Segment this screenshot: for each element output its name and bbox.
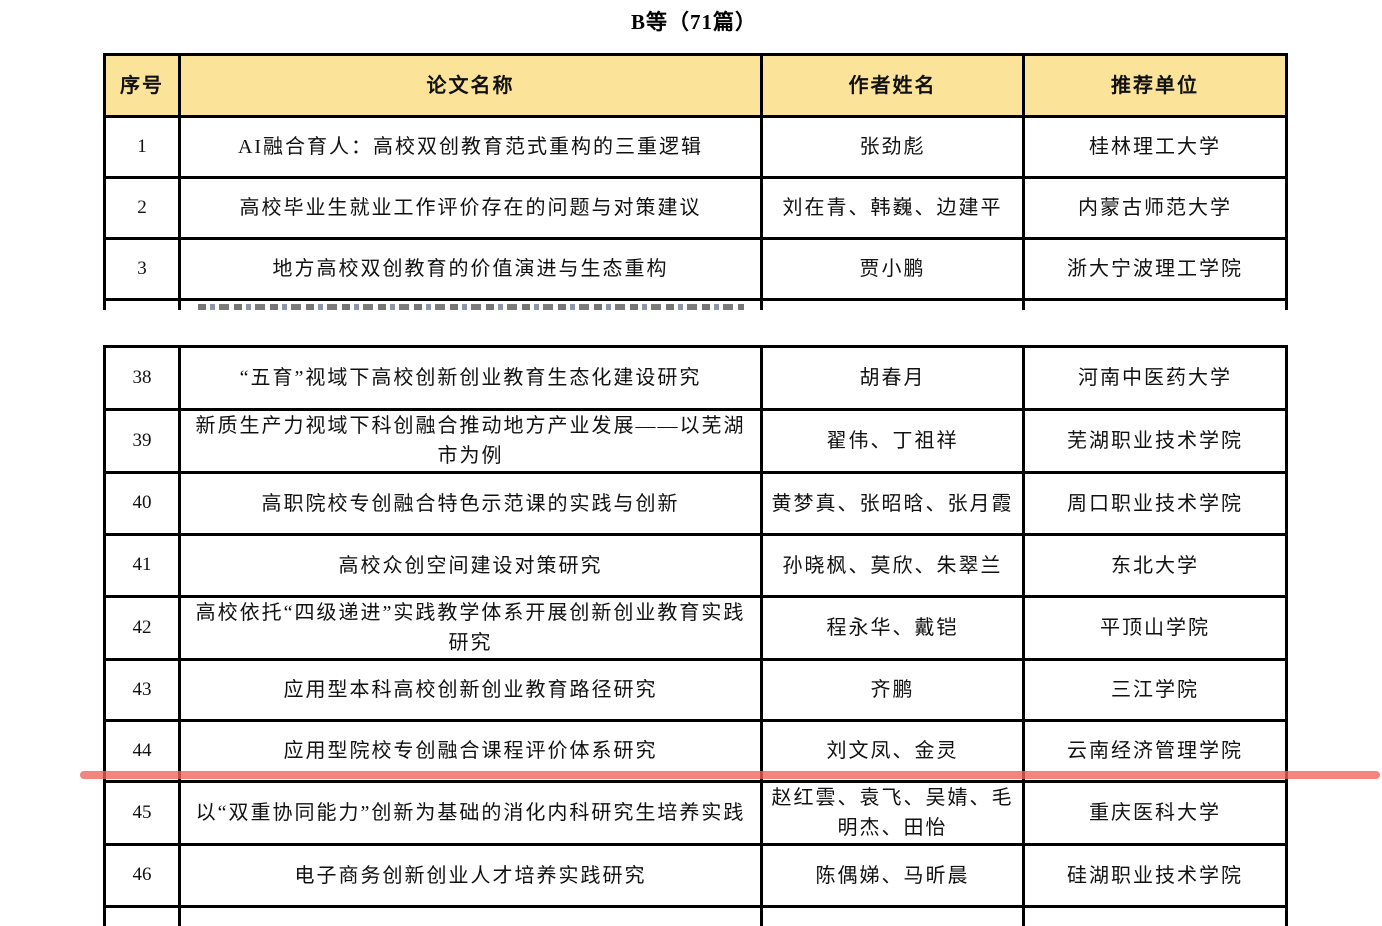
- column-header-no: 序号: [103, 53, 181, 118]
- cell-authors: [760, 905, 1025, 926]
- cell-unit: 三江学院: [1022, 658, 1288, 722]
- section-title: B等（71篇）: [630, 10, 757, 34]
- cell-unit: 硅湖职业技术学院: [1022, 843, 1288, 908]
- cell-authors: 赵红雲、袁飞、吴婧、毛明杰、田怡: [760, 780, 1025, 846]
- cell-no: 42: [103, 595, 181, 661]
- table-header-row: 序号 论文名称 作者姓名 推荐单位: [103, 53, 1288, 118]
- cell-paper-title: 以“双重协同能力”创新为基础的消化内科研究生培养实践: [178, 780, 763, 846]
- cell-unit: 内蒙古师范大学: [1022, 176, 1288, 240]
- table-row: 45 以“双重协同能力”创新为基础的消化内科研究生培养实践 赵红雲、袁飞、吴婧、…: [103, 780, 1288, 846]
- papers-table-bottom-clip: 38 “五育”视域下高校创新创业教育生态化建设研究 胡春月 河南中医药大学 39…: [103, 345, 1291, 926]
- cell-authors: 张劲彪: [760, 115, 1025, 179]
- table-row: 42 高校依托“四级递进”实践教学体系开展创新创业教育实践研究 程永华、戴铠 平…: [103, 595, 1288, 661]
- cell-unit: [1022, 905, 1288, 926]
- cell-no: 40: [103, 471, 181, 536]
- cell-unit: 芜湖职业技术学院: [1022, 408, 1288, 474]
- cell-authors: 刘在青、韩巍、边建平: [760, 176, 1025, 240]
- table-row: 1 AI融合育人：高校双创教育范式重构的三重逻辑 张劲彪 桂林理工大学: [103, 115, 1288, 179]
- cell-paper-title: 高校众创空间建设对策研究: [178, 533, 763, 598]
- table-row: 40 高职院校专创融合特色示范课的实践与创新 黄梦真、张昭晗、张月霞 周口职业技…: [103, 471, 1288, 536]
- table-row: 41 高校众创空间建设对策研究 孙晓枫、莫欣、朱翠兰 东北大学: [103, 533, 1288, 598]
- cell-paper-title: “五育”视域下高校创新创业教育生态化建设研究: [178, 345, 763, 411]
- cell-paper-title: [178, 905, 763, 926]
- table-row: 38 “五育”视域下高校创新创业教育生态化建设研究 胡春月 河南中医药大学: [103, 345, 1288, 411]
- cell-unit: 河南中医药大学: [1022, 345, 1288, 411]
- cell-unit: 桂林理工大学: [1022, 115, 1288, 179]
- column-header-title: 论文名称: [178, 53, 763, 118]
- table-row-clipped: [103, 905, 1288, 926]
- cell-no: 1: [103, 115, 181, 179]
- cell-no: 41: [103, 533, 181, 598]
- cell-authors: 陈偶娣、马昕晨: [760, 843, 1025, 908]
- cell-no: 3: [103, 237, 181, 301]
- cell-paper-title: 高职院校专创融合特色示范课的实践与创新: [178, 471, 763, 536]
- column-header-authors: 作者姓名: [760, 53, 1025, 118]
- red-marker-line: [80, 771, 1380, 779]
- cell-paper-title: 应用型本科高校创新创业教育路径研究: [178, 658, 763, 722]
- cell-paper-title: 电子商务创新创业人才培养实践研究: [178, 843, 763, 908]
- column-header-unit: 推荐单位: [1022, 53, 1288, 118]
- cell-authors: [760, 298, 1025, 310]
- cell-unit: 浙大宁波理工学院: [1022, 237, 1288, 301]
- cell-no: 38: [103, 345, 181, 411]
- clipped-text-remnant: [197, 304, 744, 310]
- cell-paper-title: 新质生产力视域下科创融合推动地方产业发展——以芜湖市为例: [178, 408, 763, 474]
- table-row: 43 应用型本科高校创新创业教育路径研究 齐鹏 三江学院: [103, 658, 1288, 722]
- cell-authors: 齐鹏: [760, 658, 1025, 722]
- cell-no: [103, 905, 181, 926]
- cell-paper-title: 高校依托“四级递进”实践教学体系开展创新创业教育实践研究: [178, 595, 763, 661]
- papers-table-top: 序号 论文名称 作者姓名 推荐单位 1 AI融合育人：高校双创教育范式重构的三重…: [103, 53, 1288, 310]
- table-row: 2 高校毕业生就业工作评价存在的问题与对策建议 刘在青、韩巍、边建平 内蒙古师范…: [103, 176, 1288, 240]
- cell-authors: 翟伟、丁祖祥: [760, 408, 1025, 474]
- cell-authors: 贾小鹏: [760, 237, 1025, 301]
- cell-no: 43: [103, 658, 181, 722]
- cell-unit: 东北大学: [1022, 533, 1288, 598]
- cell-authors: 程永华、戴铠: [760, 595, 1025, 661]
- cell-unit: 平顶山学院: [1022, 595, 1288, 661]
- cell-no: [103, 298, 181, 310]
- cell-authors: 胡春月: [760, 345, 1025, 411]
- cell-paper-title: 高校毕业生就业工作评价存在的问题与对策建议: [178, 176, 763, 240]
- cell-paper-title: AI融合育人：高校双创教育范式重构的三重逻辑: [178, 115, 763, 179]
- papers-table-bottom: 38 “五育”视域下高校创新创业教育生态化建设研究 胡春月 河南中医药大学 39…: [103, 345, 1288, 926]
- cell-authors: 孙晓枫、莫欣、朱翠兰: [760, 533, 1025, 598]
- table-row: 3 地方高校双创教育的价值演进与生态重构 贾小鹏 浙大宁波理工学院: [103, 237, 1288, 301]
- cell-unit: 重庆医科大学: [1022, 780, 1288, 846]
- table-row: 39 新质生产力视域下科创融合推动地方产业发展——以芜湖市为例 翟伟、丁祖祥 芜…: [103, 408, 1288, 474]
- cell-unit: [1022, 298, 1288, 310]
- cell-no: 45: [103, 780, 181, 846]
- table-row: 46 电子商务创新创业人才培养实践研究 陈偶娣、马昕晨 硅湖职业技术学院: [103, 843, 1288, 908]
- papers-table-top-clip: 序号 论文名称 作者姓名 推荐单位 1 AI融合育人：高校双创教育范式重构的三重…: [103, 53, 1291, 310]
- cell-paper-title: 地方高校双创教育的价值演进与生态重构: [178, 237, 763, 301]
- cell-no: 46: [103, 843, 181, 908]
- cell-authors: 黄梦真、张昭晗、张月霞: [760, 471, 1025, 536]
- cell-paper-title: [178, 298, 763, 310]
- table-row-clipped: [103, 298, 1288, 310]
- cell-no: 39: [103, 408, 181, 474]
- cell-no: 2: [103, 176, 181, 240]
- cell-unit: 周口职业技术学院: [1022, 471, 1288, 536]
